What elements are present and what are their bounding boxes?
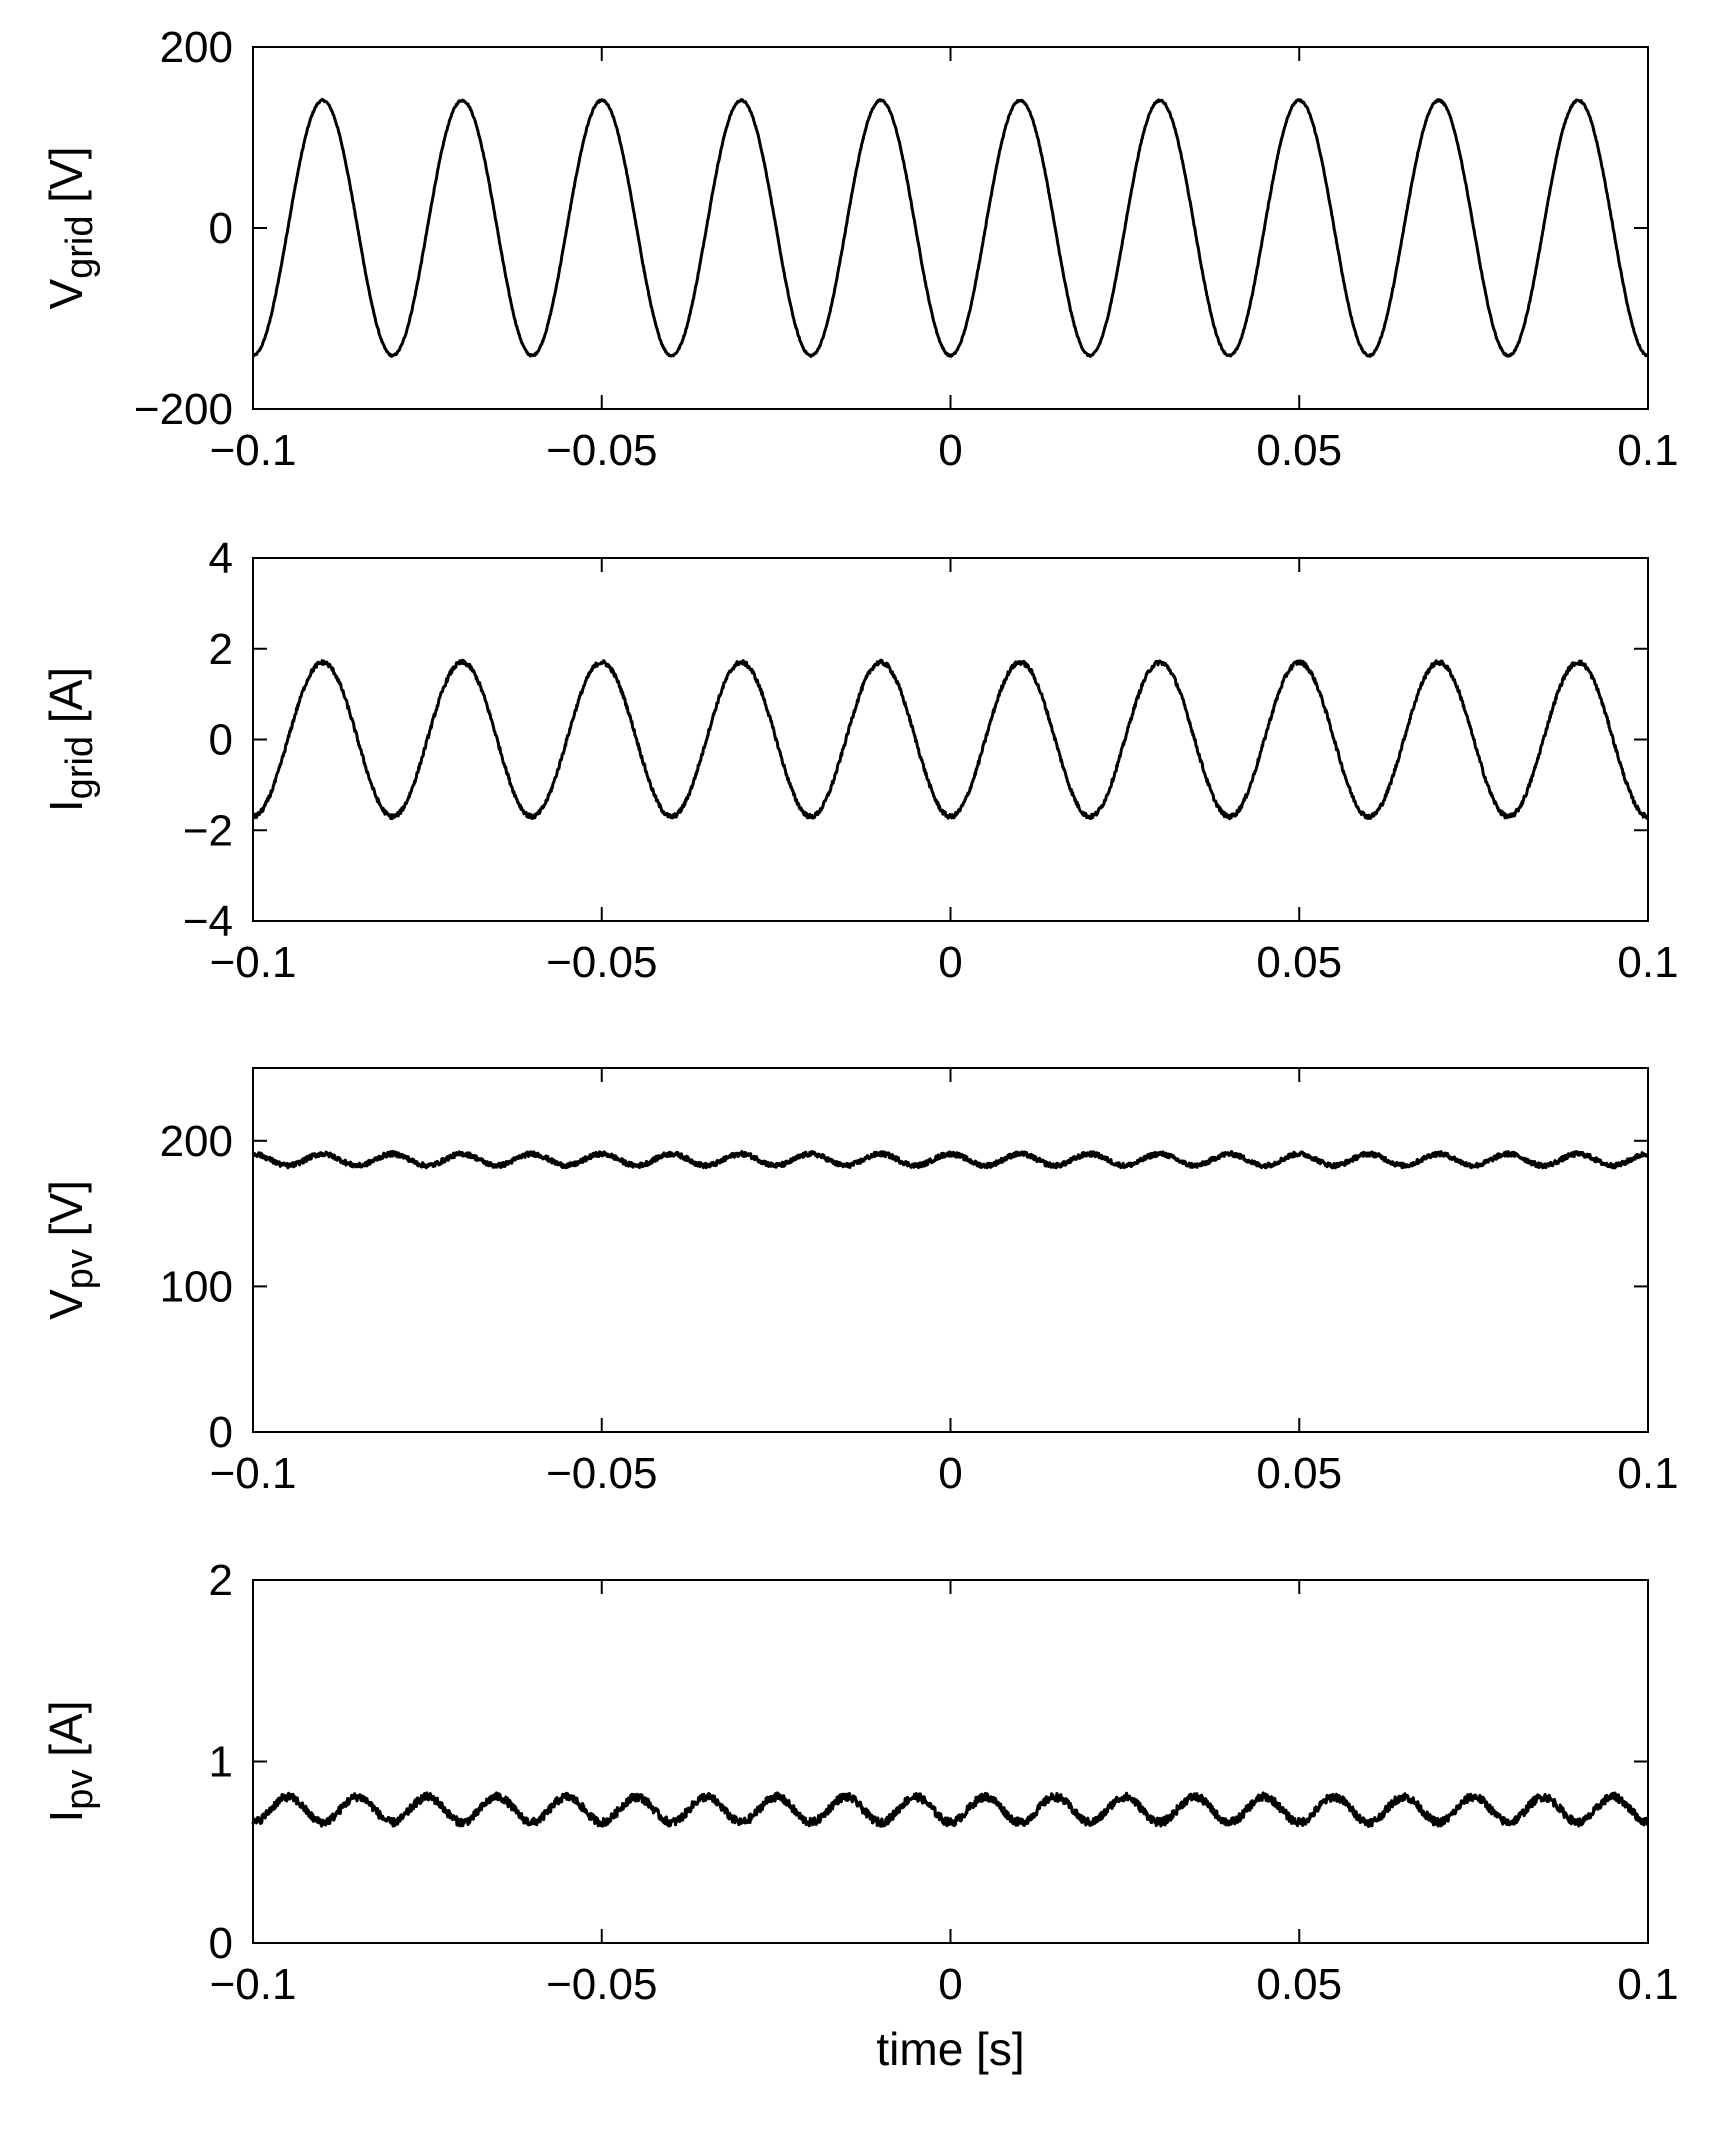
x-tick-label: −0.1 [210, 1449, 297, 1498]
y-axis-label-main: V [40, 1289, 92, 1320]
axes-box [252, 1579, 1649, 1944]
panel-3: −0.1 −0.05 0 0.05 0.1 200 100 0 Vpv [V] [40, 1067, 1679, 1498]
x-tick-label: 0 [938, 426, 962, 475]
x-tick-label: 0.05 [1256, 426, 1342, 475]
y-tick-label: 100 [160, 1262, 233, 1311]
y-tick-label: 2 [209, 625, 233, 674]
y-axis-label-subscript: grid [59, 736, 101, 799]
series-line-2 [252, 658, 1650, 821]
y-axis-label-main: V [40, 279, 92, 310]
x-tick-label: 0.1 [1617, 1960, 1678, 2009]
x-tick-label: −0.1 [210, 426, 297, 475]
y-axis-label: Igrid [A] [40, 667, 101, 812]
y-axis-label: Vgrid [V] [40, 146, 101, 309]
series-line-1 [251, 98, 1649, 358]
y-tick-label: −4 [183, 897, 233, 946]
panel-4: −0.1 −0.05 0 0.05 0.1 2 1 0 Ipv [A] time [s] [40, 1556, 1679, 2075]
x-tick-label: 0.05 [1256, 938, 1342, 987]
y-tick-label: 200 [160, 23, 233, 72]
x-tick-label: 0.1 [1617, 426, 1678, 475]
y-axis-label-unit: [V] [40, 1180, 92, 1249]
y-axis-label-unit: [A] [40, 667, 92, 736]
x-tick-label: 0 [938, 1449, 962, 1498]
series-line-3 [251, 1149, 1650, 1170]
y-tick-label: 2 [209, 1556, 233, 1605]
x-tick-label: −0.05 [546, 426, 657, 475]
x-tick-label: −0.05 [546, 938, 657, 987]
y-axis-label: Vpv [V] [40, 1180, 101, 1320]
y-axis-label-subscript: grid [59, 215, 101, 278]
x-tick-label: 0 [938, 1960, 962, 2009]
y-axis-label-subscript: pv [59, 1249, 101, 1289]
x-tick-label: 0 [938, 938, 962, 987]
x-tick-label: 0.1 [1617, 1449, 1678, 1498]
x-tick-label: 0.1 [1617, 938, 1678, 987]
y-tick-label: 4 [209, 534, 233, 583]
x-tick-label: 0.05 [1256, 1449, 1342, 1498]
y-tick-label: 0 [209, 716, 233, 765]
y-tick-label: 0 [209, 204, 233, 253]
x-tick-label: −0.1 [210, 1960, 297, 2009]
y-tick-label: 0 [209, 1919, 233, 1968]
y-axis-label: Ipv [A] [40, 1701, 101, 1823]
y-tick-label: 200 [160, 1117, 233, 1166]
panel-1: −0.1 −0.05 0 0.05 0.1 200 0 −200 Vgrid [V] [40, 23, 1679, 475]
series-line-4 [251, 1791, 1650, 1828]
x-tick-label: −0.05 [546, 1960, 657, 2009]
x-tick-label: −0.1 [210, 938, 297, 987]
y-axis-label-unit: [A] [40, 1701, 92, 1770]
y-axis-label-unit: [V] [40, 146, 92, 215]
axes-box [252, 557, 1649, 922]
y-tick-label: −200 [134, 385, 233, 434]
x-axis-label: time [s] [876, 2023, 1024, 2075]
y-axis-label-main: I [40, 1810, 92, 1823]
y-tick-label: 0 [209, 1408, 233, 1457]
y-axis-label-subscript: pv [59, 1770, 101, 1810]
panel-2: −0.1 −0.05 0 0.05 0.1 4 2 0 −2 −4 Igrid [A] [40, 534, 1679, 987]
x-tick-label: 0.05 [1256, 1960, 1342, 2009]
y-tick-label: −2 [183, 806, 233, 855]
x-tick-label: −0.05 [546, 1449, 657, 1498]
y-axis-label-main: I [40, 799, 92, 812]
axes-box [252, 1067, 1649, 1433]
y-tick-label: 1 [209, 1738, 233, 1787]
